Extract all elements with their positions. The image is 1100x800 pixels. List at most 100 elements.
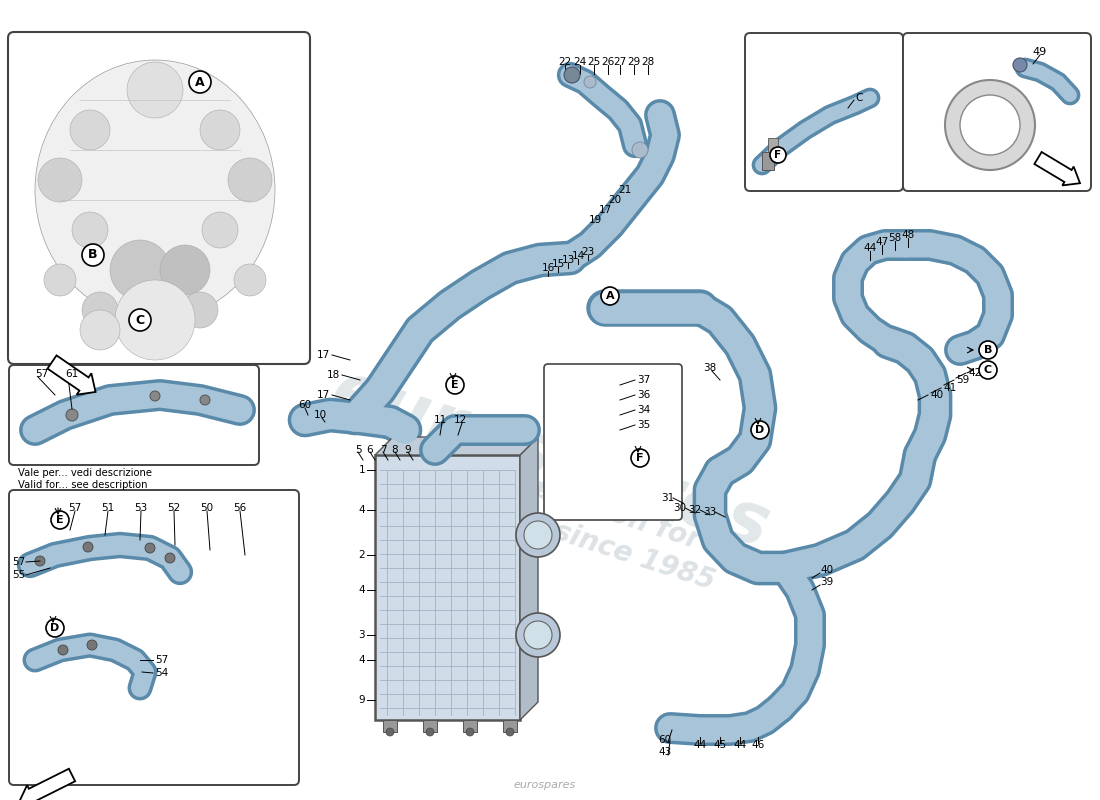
- Circle shape: [189, 71, 211, 93]
- Text: 1: 1: [359, 465, 365, 475]
- FancyBboxPatch shape: [463, 720, 477, 732]
- Text: 51: 51: [101, 503, 114, 513]
- Text: 16: 16: [541, 263, 554, 273]
- Text: 19: 19: [588, 215, 602, 225]
- Text: E: E: [56, 515, 64, 525]
- FancyBboxPatch shape: [8, 32, 310, 364]
- Circle shape: [386, 728, 394, 736]
- Circle shape: [234, 264, 266, 296]
- Circle shape: [66, 409, 78, 421]
- Text: 43: 43: [659, 747, 672, 757]
- Text: 9: 9: [359, 695, 365, 705]
- Circle shape: [960, 95, 1020, 155]
- Circle shape: [110, 240, 170, 300]
- Circle shape: [945, 80, 1035, 170]
- FancyArrow shape: [1034, 152, 1080, 186]
- FancyBboxPatch shape: [745, 33, 903, 191]
- Bar: [762, 152, 774, 170]
- Text: B: B: [983, 345, 992, 355]
- Text: 17: 17: [598, 205, 612, 215]
- Text: 49: 49: [1033, 47, 1047, 57]
- Text: C: C: [855, 93, 862, 103]
- Circle shape: [751, 421, 769, 439]
- FancyBboxPatch shape: [503, 720, 517, 732]
- Text: 47: 47: [876, 237, 889, 247]
- Text: 7: 7: [379, 445, 386, 455]
- Circle shape: [150, 391, 160, 401]
- Text: 50: 50: [200, 503, 213, 513]
- Circle shape: [87, 640, 97, 650]
- Text: D: D: [756, 425, 764, 435]
- Text: 42: 42: [968, 368, 981, 378]
- Text: A: A: [195, 75, 205, 89]
- FancyArrow shape: [20, 769, 75, 800]
- Circle shape: [516, 513, 560, 557]
- Text: A: A: [606, 291, 614, 301]
- Circle shape: [51, 511, 69, 529]
- FancyBboxPatch shape: [544, 364, 682, 520]
- Circle shape: [116, 280, 195, 360]
- Text: 46: 46: [751, 740, 764, 750]
- Text: D: D: [51, 623, 59, 633]
- Text: 38: 38: [703, 363, 716, 373]
- Text: 37: 37: [637, 375, 650, 385]
- Text: 44: 44: [693, 740, 706, 750]
- Circle shape: [126, 62, 183, 118]
- Text: 41: 41: [943, 383, 956, 393]
- Text: 15: 15: [551, 259, 564, 269]
- Text: eurospares: eurospares: [322, 357, 778, 563]
- Text: 12: 12: [453, 415, 466, 425]
- Circle shape: [426, 728, 434, 736]
- Circle shape: [524, 521, 552, 549]
- FancyBboxPatch shape: [9, 365, 258, 465]
- Text: 45: 45: [714, 740, 727, 750]
- Text: 4: 4: [359, 505, 365, 515]
- Text: 58: 58: [889, 233, 902, 243]
- Circle shape: [979, 361, 997, 379]
- Circle shape: [516, 613, 560, 657]
- Circle shape: [466, 728, 474, 736]
- Circle shape: [200, 110, 240, 150]
- Text: 57: 57: [155, 655, 168, 665]
- Text: 6: 6: [366, 445, 373, 455]
- Circle shape: [58, 645, 68, 655]
- Text: 5: 5: [354, 445, 361, 455]
- Circle shape: [200, 395, 210, 405]
- Text: 54: 54: [155, 668, 168, 678]
- Text: 57: 57: [12, 557, 25, 567]
- Text: C: C: [983, 365, 992, 375]
- Polygon shape: [520, 437, 538, 720]
- Text: 4: 4: [359, 585, 365, 595]
- Text: 59: 59: [956, 375, 969, 385]
- FancyBboxPatch shape: [9, 490, 299, 785]
- Text: 11: 11: [433, 415, 447, 425]
- Circle shape: [82, 542, 94, 552]
- Text: 44: 44: [864, 243, 877, 253]
- Circle shape: [39, 158, 82, 202]
- Text: F: F: [636, 453, 644, 463]
- Text: a passion for Parts
since 1985: a passion for Parts since 1985: [491, 465, 789, 615]
- Circle shape: [770, 147, 786, 163]
- Text: 44: 44: [734, 740, 747, 750]
- Circle shape: [145, 543, 155, 553]
- Circle shape: [72, 212, 108, 248]
- Text: Valid for... see description: Valid for... see description: [18, 480, 147, 490]
- Ellipse shape: [35, 60, 275, 320]
- Circle shape: [129, 309, 151, 331]
- Text: 61: 61: [65, 369, 78, 379]
- Text: 18: 18: [327, 370, 340, 380]
- Text: 14: 14: [571, 251, 584, 261]
- Circle shape: [160, 245, 210, 295]
- Text: 40: 40: [930, 390, 943, 400]
- Text: 35: 35: [637, 420, 650, 430]
- Text: 32: 32: [689, 505, 702, 515]
- Text: 33: 33: [703, 507, 716, 517]
- Text: 31: 31: [661, 493, 674, 503]
- Text: 56: 56: [233, 503, 246, 513]
- Circle shape: [228, 158, 272, 202]
- Circle shape: [182, 292, 218, 328]
- Circle shape: [631, 449, 649, 467]
- Text: 2: 2: [359, 550, 365, 560]
- Text: 17: 17: [317, 350, 330, 360]
- Text: 57: 57: [35, 369, 48, 379]
